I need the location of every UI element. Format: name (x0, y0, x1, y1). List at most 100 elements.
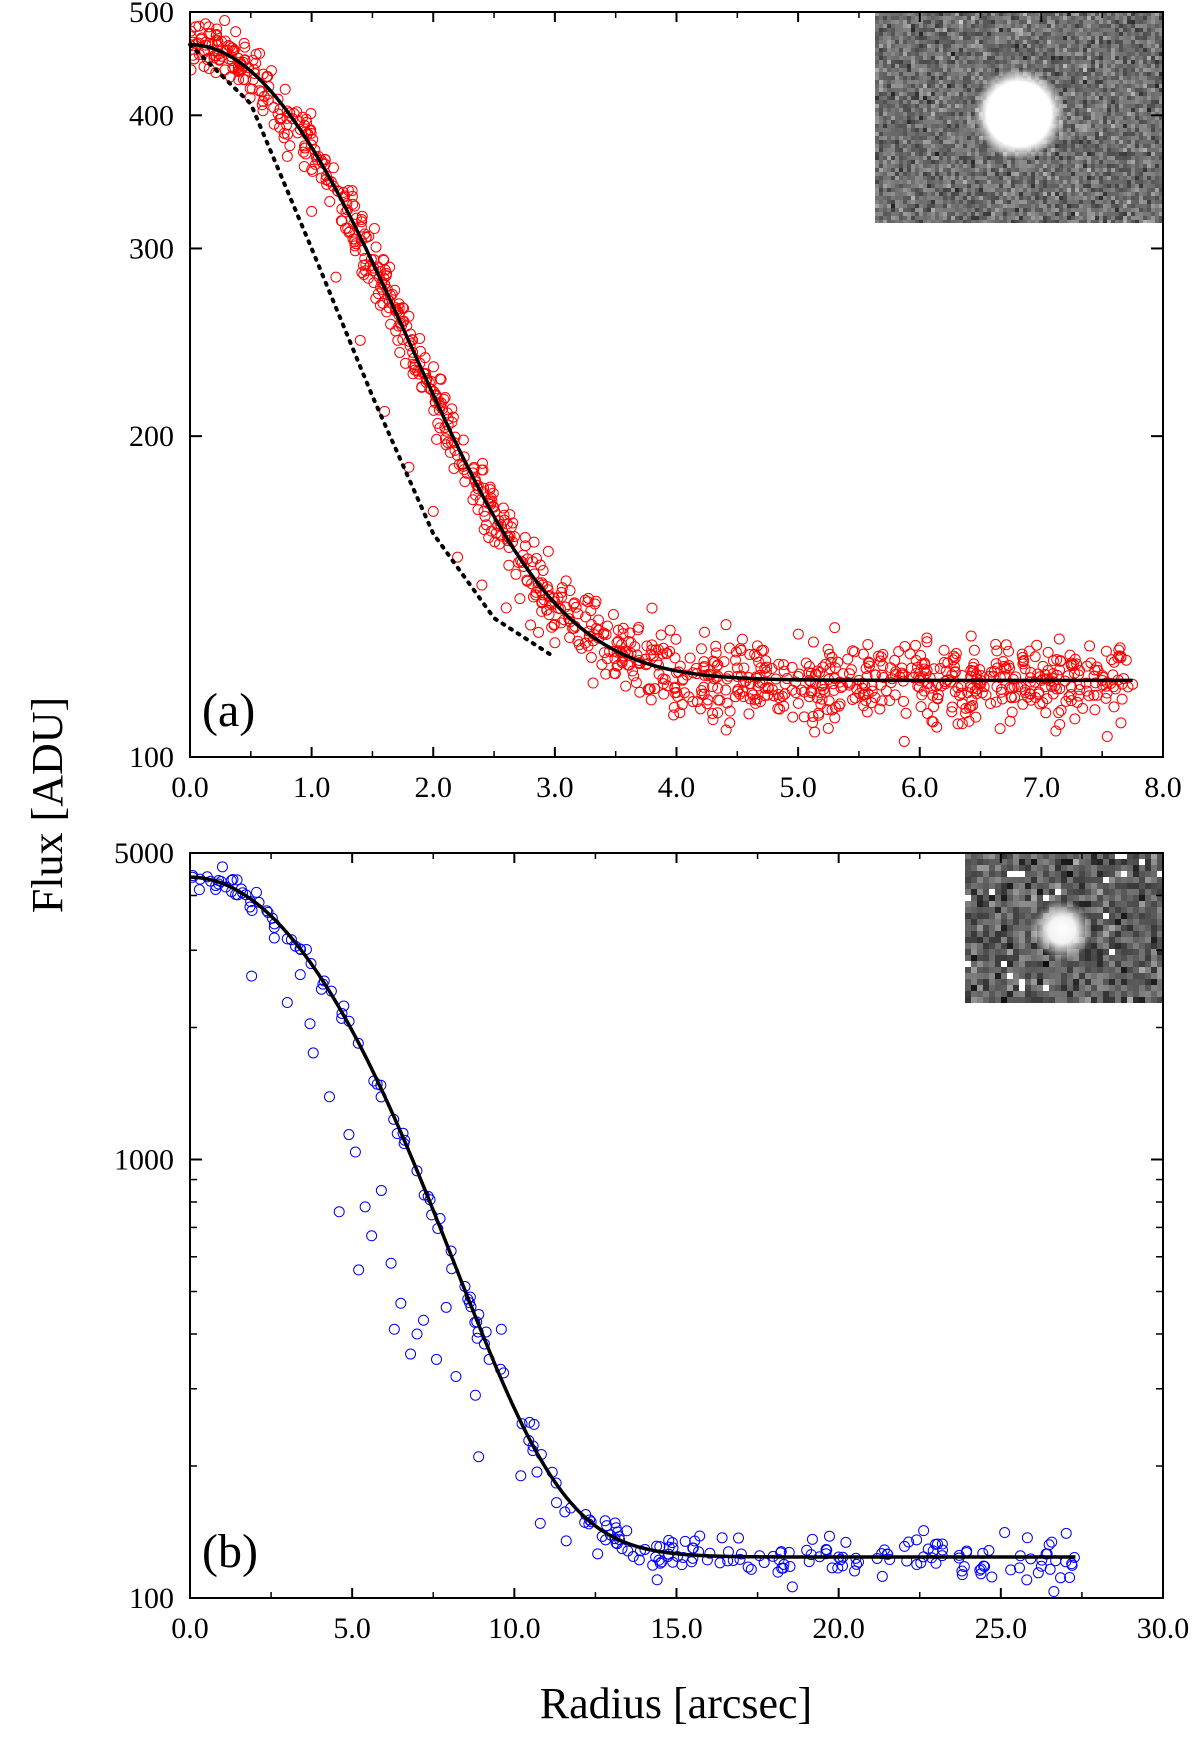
data-point (507, 517, 519, 529)
data-point (936, 1538, 948, 1550)
data-point (995, 686, 1007, 698)
data-point (622, 1545, 634, 1557)
data-point (300, 113, 312, 125)
data-point (568, 597, 580, 609)
data-point (216, 861, 228, 873)
data-point (676, 1559, 688, 1571)
data-point (657, 648, 669, 660)
data-point (250, 48, 262, 60)
data-point (754, 696, 766, 708)
data-point (521, 575, 533, 587)
data-point (669, 681, 681, 693)
data-point (698, 656, 710, 668)
data-point (720, 684, 732, 696)
data-point (359, 265, 371, 277)
data-point (641, 640, 653, 652)
data-point (210, 884, 222, 895)
data-point (916, 689, 928, 701)
data-point (541, 604, 553, 616)
data-point (837, 1560, 849, 1572)
data-point (670, 633, 682, 645)
data-point (777, 1562, 789, 1574)
data-point (931, 692, 943, 704)
data-point (760, 666, 772, 678)
data-point (811, 692, 823, 704)
data-point (743, 708, 755, 720)
data-point (720, 724, 732, 736)
data-point (720, 619, 732, 631)
data-point (411, 1328, 423, 1340)
data-point (568, 598, 580, 610)
data-point (607, 608, 619, 620)
data-point (898, 695, 910, 707)
data-point (1035, 1560, 1047, 1572)
data-point (620, 680, 632, 692)
data-point (394, 317, 406, 329)
data-point (651, 1574, 663, 1586)
data-point (633, 621, 645, 633)
data-point (542, 545, 554, 557)
data-point (792, 697, 804, 709)
data-point (884, 695, 896, 707)
data-point (664, 624, 676, 636)
data-point (516, 1418, 528, 1430)
data-point (349, 236, 361, 248)
data-point (1090, 677, 1102, 689)
data-point (240, 889, 252, 901)
data-point (735, 1548, 747, 1560)
data-point (315, 172, 327, 184)
data-point (215, 36, 227, 48)
data-point (418, 1314, 430, 1326)
data-point (786, 661, 798, 673)
data-point (729, 691, 741, 703)
data-point (863, 657, 875, 669)
data-point (263, 81, 275, 93)
data-point (1088, 689, 1100, 701)
data-point (395, 1297, 407, 1309)
data-point (285, 934, 297, 946)
panel-a-ticks: 0.0 1.0 2.0 3.0 4.0 5.0 6.0 7.0 8.0 100 200 300 400 5… (129, 0, 1182, 804)
data-point (500, 602, 512, 614)
data-point (809, 726, 821, 738)
data-point (829, 712, 841, 724)
data-point (299, 119, 311, 131)
data-point (304, 1018, 316, 1030)
data-point (536, 596, 548, 608)
data-point (349, 1146, 361, 1158)
data-point (268, 118, 280, 130)
y-tick-label: 100 (129, 1582, 174, 1615)
data-point (287, 113, 299, 125)
data-point (806, 1533, 818, 1545)
data-point (469, 1389, 481, 1401)
data-point (786, 684, 798, 696)
data-point (990, 696, 1002, 708)
data-point (948, 650, 960, 662)
data-point (1055, 704, 1067, 716)
data-point (212, 36, 224, 48)
panel-b-fit-curve (189, 875, 1076, 1559)
data-point (246, 83, 258, 95)
data-point (884, 1554, 896, 1566)
data-point (806, 685, 818, 697)
data-point (1017, 651, 1029, 663)
x-tick-label: 2.0 (415, 771, 453, 804)
data-point (698, 688, 710, 700)
data-point (816, 693, 828, 705)
data-point (956, 1569, 968, 1581)
data-point (498, 514, 510, 526)
data-point (655, 629, 667, 641)
data-point (485, 492, 497, 504)
data-point (762, 683, 774, 695)
data-point (551, 1497, 562, 1509)
data-point (347, 233, 359, 245)
data-point (956, 1565, 968, 1577)
panel-a-data-points (190, 14, 1139, 747)
data-point (807, 636, 819, 648)
data-point (819, 686, 831, 698)
data-point (1034, 698, 1046, 710)
data-point (643, 683, 655, 695)
data-point (817, 661, 829, 673)
data-point (348, 218, 360, 230)
data-point (948, 661, 960, 673)
data-point (857, 648, 869, 660)
